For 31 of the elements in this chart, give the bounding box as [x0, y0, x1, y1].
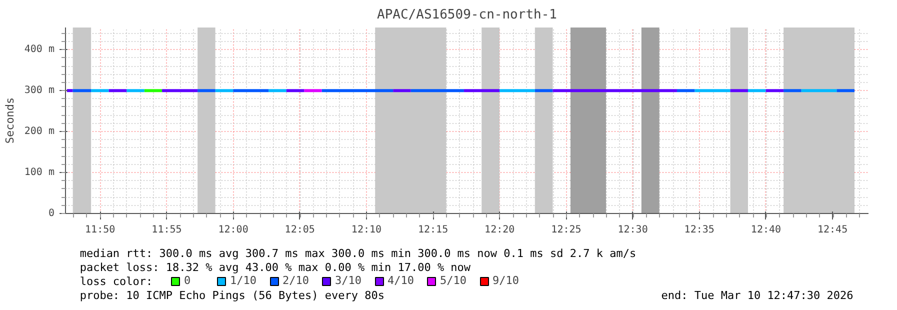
text: median rtt: 300.0 ms avg 300.7 ms max 300.0 ms min 300.0 ms now 0.1 ms sd 2.7 k am/s: [80, 247, 636, 260]
x-tick-label: 11:50: [85, 224, 116, 236]
x-tick-label: 11:55: [152, 224, 182, 236]
legend-label: 9/10: [492, 274, 519, 287]
legend-label: 3/10: [335, 274, 362, 287]
legend-label: 5/10: [440, 274, 466, 287]
legend-label: 4/10: [388, 274, 414, 287]
x-tick-label: 12:45: [817, 224, 848, 236]
y-tick-label: 300 m: [24, 85, 55, 96]
text: end: Tue Mar 10 12:47:30 2026: [661, 289, 854, 302]
legend-label: 0: [184, 274, 192, 287]
y-tick-label: 200 m: [24, 126, 55, 138]
text: packet loss: 18.32 % avg 43.00 % max 0.00 % min 17.00 % now: [80, 261, 471, 274]
y-tick-label: 400 m: [24, 44, 55, 56]
legend-label: 1/10: [230, 274, 256, 287]
chart-title: APAC/AS16509-cn-north-1: [376, 8, 558, 22]
legend-label: 2/10: [282, 274, 309, 287]
x-tick-label: 12:05: [284, 224, 315, 236]
x-tick-label: 12:00: [218, 224, 248, 236]
text: probe: 10 ICMP Echo Pings (56 Bytes) every 80s: [80, 289, 384, 302]
x-tick-label: 12:25: [551, 224, 582, 236]
x-tick-label: 12:20: [484, 224, 515, 236]
y-tick-label: 0: [48, 208, 55, 219]
x-tick-label: 12:10: [351, 224, 382, 236]
legend-title: loss color:: [80, 275, 153, 288]
y-tick-label: 100 m: [24, 167, 55, 178]
y-axis-title: Seconds: [3, 97, 16, 144]
x-tick-label: 12:30: [618, 224, 648, 236]
x-tick-label: 12:40: [750, 224, 782, 236]
x-tick-label: 12:35: [684, 224, 714, 236]
x-tick-label: 12:15: [418, 224, 448, 236]
